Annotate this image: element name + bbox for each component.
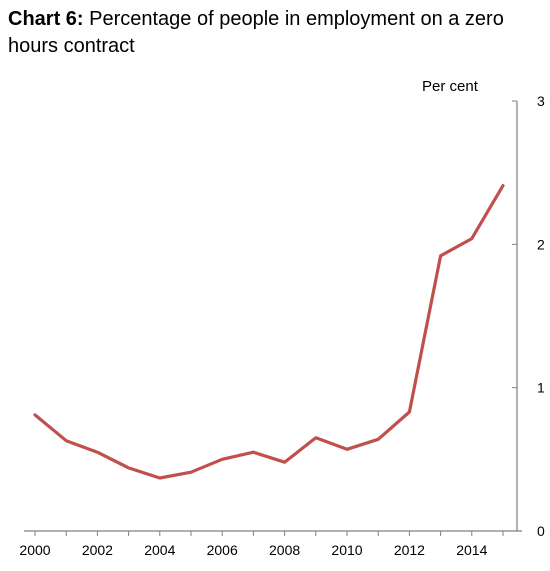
x-tick-label: 2014 [456, 542, 487, 558]
chart-title-prefix: Chart 6: [8, 8, 84, 30]
y-tick-label: 3 [537, 93, 545, 109]
x-tick-label: 2002 [82, 542, 113, 558]
data-point [158, 476, 162, 480]
x-tick-label: 2000 [19, 542, 50, 558]
y-tick-label: 1 [537, 380, 545, 396]
chart-title: Chart 6: Percentage of people in employm… [8, 6, 538, 60]
axes: 2000 2002 2004 2006 2008 2010 2012 2014 0 1 2 3 [19, 93, 545, 558]
data-point [376, 437, 380, 441]
chart-title-text: Percentage of people in employment on a … [8, 8, 504, 57]
y-tick-label: 0 [537, 523, 545, 539]
data-point [439, 254, 443, 258]
data-point [470, 237, 474, 241]
series-layer [33, 184, 505, 480]
x-tick-label: 2006 [207, 542, 238, 558]
data-point [407, 410, 411, 414]
data-point [189, 470, 193, 474]
data-point [95, 450, 99, 454]
x-tick-label: 2012 [394, 542, 425, 558]
data-point [33, 413, 37, 417]
data-point [220, 457, 224, 461]
data-point [64, 439, 68, 443]
y-tick-label: 2 [537, 236, 545, 252]
x-tick-label: 2010 [331, 542, 362, 558]
x-tick-label: 2004 [144, 542, 175, 558]
data-point [251, 450, 255, 454]
data-point [314, 436, 318, 440]
series-line [33, 184, 505, 480]
data-point [127, 466, 131, 470]
data-point [501, 184, 505, 188]
data-point [283, 460, 287, 464]
y-axis-unit-label: Per cent [422, 78, 478, 95]
x-tick-label: 2008 [269, 542, 300, 558]
data-point [345, 447, 349, 451]
